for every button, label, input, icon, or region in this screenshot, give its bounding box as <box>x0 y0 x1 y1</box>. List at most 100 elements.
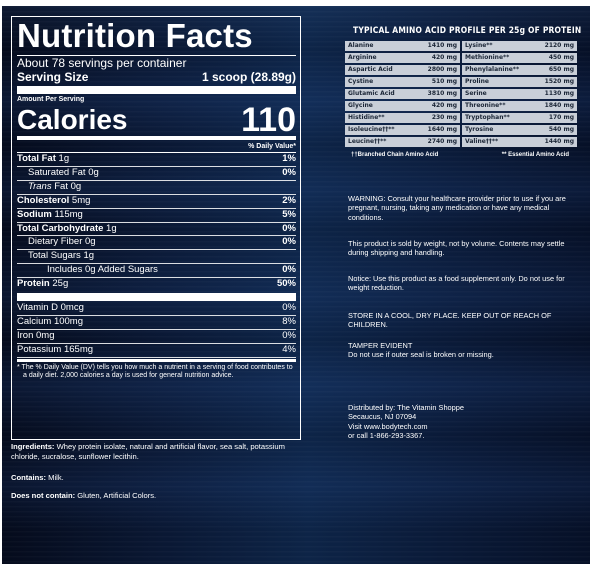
contains-label: Contains: <box>11 473 47 482</box>
amino-acid-legend: ††Branched Chain Amino Acid ** Essential… <box>345 150 577 160</box>
amino-acid-name: Isoleucine††** <box>348 126 395 133</box>
vitamin-pct: 0% <box>282 302 296 314</box>
amino-acid-cell: Cystine 510 mg <box>345 77 460 87</box>
servings-per-container: About 78 servings per container <box>17 56 187 70</box>
amino-acid-name: Serine <box>465 90 487 97</box>
amino-acid-cell: Alanine 1410 mg <box>345 41 460 51</box>
amino-acid-cell: Phenylalanine** 650 mg <box>462 65 577 75</box>
amino-acid-name: Phenylalanine** <box>465 66 520 73</box>
nutrient-amount: 25g <box>52 278 69 290</box>
distributor-phone: or call 1-866-293-3367. <box>348 430 425 440</box>
nutrient-row-total-carbohydrate: Total Carbohydrate 1g 0% <box>17 223 296 237</box>
tamper-title: TAMPER EVIDENT <box>348 341 413 350</box>
nutrient-pct: 1% <box>282 153 296 164</box>
vitamin-row-calcium: Calcium 100mg 8% <box>17 316 296 330</box>
amino-acid-name: Tyrosine <box>465 126 494 133</box>
amino-acid-value: 3810 mg <box>427 90 457 97</box>
amino-acid-profile: TYPICAL AMINO ACID PROFILE PER 25g OF PR… <box>345 25 582 160</box>
nutrient-row-cholesterol: Cholesterol 5mg 2% <box>17 195 296 209</box>
amino-acid-name: Aspartic Acid <box>348 66 393 73</box>
nutrient-amount: 0g <box>88 166 99 178</box>
vitamin-pct: 0% <box>282 329 296 341</box>
nutrient-label: Trans <box>28 180 52 192</box>
amino-acid-value: 420 mg <box>431 102 457 109</box>
nutrient-label: Cholesterol <box>17 194 70 206</box>
calories-row: Calories 110 <box>17 101 296 139</box>
amino-acid-name: Valine††** <box>465 138 499 145</box>
nutrition-title: Nutrition Facts <box>17 17 253 54</box>
amino-acid-cell: Threonine** 1840 mg <box>462 101 577 111</box>
vitamin-label: Potassium 165mg <box>17 343 94 355</box>
nutrient-row-added-sugars: Includes 0g Added Sugars 0% <box>17 264 296 279</box>
notice-text: Notice: Use this product as a food suppl… <box>348 274 565 293</box>
does-not-contain-label: Does not contain: <box>11 491 76 500</box>
amino-acid-cell: Proline 1520 mg <box>462 77 577 87</box>
serving-size-value: 1 scoop (28.89g) <box>201 70 296 84</box>
distributor-address: Secaucus, NJ 07094 <box>348 412 417 422</box>
amino-acid-name: Methionine** <box>465 54 510 61</box>
vitamin-label: Iron 0mg <box>17 329 55 341</box>
nutrient-label: Dietary Fiber <box>28 236 83 248</box>
amino-acid-value: 2120 mg <box>544 42 574 49</box>
thick-divider <box>17 86 296 94</box>
medium-divider <box>17 358 296 362</box>
nutrient-amount: 0g <box>85 236 96 248</box>
amino-acid-name: Leucine††** <box>348 138 387 145</box>
amino-acid-value: 1440 mg <box>544 138 574 145</box>
amino-acid-cell: Glutamic Acid 3810 mg <box>345 89 460 99</box>
distributor-info: Distributed by: The Vitamin Shoppe Secau… <box>348 403 584 440</box>
amino-acid-value: 2800 mg <box>427 66 457 73</box>
amino-acid-name: Threonine** <box>465 102 506 109</box>
nutrient-amount: 5mg <box>71 194 91 206</box>
nutrient-row-protein: Protein 25g 50% <box>17 278 296 291</box>
amino-acid-value: 650 mg <box>548 66 574 73</box>
amino-acid-table: Alanine 1410 mg Lysine** 2120 mg Arginine 420… <box>345 41 577 147</box>
notice-note: Notice: Use this product as a food suppl… <box>348 274 584 293</box>
vitamin-label: Calcium 100mg <box>17 315 83 327</box>
vitamin-pct: 4% <box>282 343 296 355</box>
label-panel: Nutrition Facts About 78 servings per co… <box>2 6 590 564</box>
ingredients-label: Ingredients: <box>11 442 55 451</box>
amino-acid-cell: Aspartic Acid 2800 mg <box>345 65 460 75</box>
amino-acid-cell: Leucine††** 2740 mg <box>345 137 460 147</box>
amino-acid-value: 1520 mg <box>544 78 574 85</box>
vitamin-row-d: Vitamin D 0mcg 0% <box>17 302 296 316</box>
amount-per-serving: Amount Per Serving <box>17 96 85 103</box>
vitamin-label: Vitamin D 0mcg <box>17 302 84 314</box>
contains-statement: Contains: Milk. <box>11 473 311 483</box>
amino-acid-value: 1130 mg <box>544 90 574 97</box>
amino-acid-name: Arginine <box>348 54 377 61</box>
amino-acid-value: 540 mg <box>548 126 574 133</box>
nutrient-label: Total Fat <box>17 153 56 164</box>
amino-acid-cell: Tryptophan** 170 mg <box>462 113 577 123</box>
nutrient-pct: 5% <box>282 208 296 220</box>
nutrient-pct: 0% <box>282 166 296 178</box>
nutrient-pct: 0% <box>282 236 296 248</box>
nutrient-amount: 1g <box>106 222 117 234</box>
amino-acid-value: 170 mg <box>548 114 574 121</box>
amino-acid-name: Histidine** <box>348 114 385 121</box>
divider <box>17 55 296 56</box>
amino-acid-name: Glycine <box>348 102 373 109</box>
daily-value-header: % Daily Value* <box>17 142 296 153</box>
distributor-name: Distributed by: The Vitamin Shoppe <box>348 403 464 412</box>
amino-acid-value: 1410 mg <box>427 42 457 49</box>
amino-acid-cell: Arginine 420 mg <box>345 53 460 63</box>
daily-value-footnote: * The % Daily Value (DV) tells you how m… <box>17 363 293 379</box>
vitamin-row-iron: Iron 0mg 0% <box>17 330 296 344</box>
does-not-contain-statement: Does not contain: Gluten, Artificial Col… <box>11 491 311 501</box>
amino-acid-name: Proline <box>465 78 489 85</box>
nutrition-facts-box: Nutrition Facts About 78 servings per co… <box>11 16 301 440</box>
does-not-contain-text: Gluten, Artificial Colors. <box>77 491 157 500</box>
amino-acid-cell: Tyrosine 540 mg <box>462 125 577 135</box>
amino-acid-value: 1840 mg <box>544 102 574 109</box>
nutrient-pct: 0% <box>282 222 296 234</box>
nutrient-pct: 2% <box>282 194 296 206</box>
amino-acid-title: TYPICAL AMINO ACID PROFILE PER 25g OF PR… <box>353 25 582 35</box>
serving-size: Serving Size 1 scoop (28.89g) <box>17 70 296 84</box>
amino-acid-name: Alanine <box>348 42 374 49</box>
calories-value: 110 <box>241 101 296 139</box>
amino-acid-value: 510 mg <box>431 78 457 85</box>
vitamin-row-potassium: Potassium 165mg 4% <box>17 344 296 358</box>
nutrient-row-trans-fat: Trans Fat 0g <box>17 181 296 195</box>
